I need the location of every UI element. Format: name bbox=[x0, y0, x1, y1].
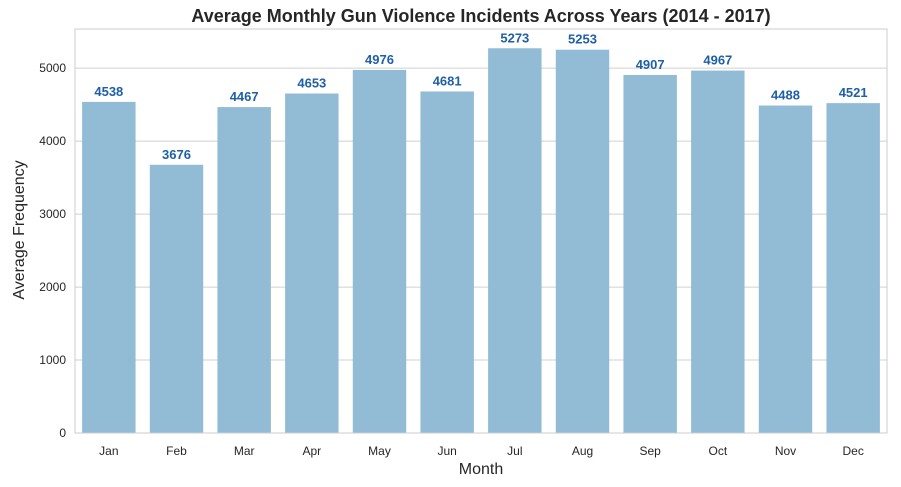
y-tick-label: 5000 bbox=[39, 61, 66, 75]
data-label-feb: 3676 bbox=[162, 147, 191, 162]
bar-mar bbox=[217, 107, 271, 433]
x-tick-label-nov: Nov bbox=[775, 444, 796, 458]
bar-oct bbox=[691, 70, 745, 434]
data-label-oct: 4967 bbox=[703, 53, 732, 68]
x-tick-label-jun: Jun bbox=[437, 444, 456, 458]
bar-apr bbox=[285, 93, 339, 433]
bars bbox=[82, 48, 880, 434]
bar-nov bbox=[758, 105, 813, 434]
x-tick-label-oct: Oct bbox=[708, 444, 727, 458]
data-label-apr: 4653 bbox=[297, 75, 326, 90]
data-label-mar: 4467 bbox=[230, 89, 259, 104]
bar-aug bbox=[555, 49, 610, 434]
x-tick-label-apr: Apr bbox=[302, 444, 321, 458]
y-axis-label: Average Frequency bbox=[11, 160, 28, 299]
y-tick-label: 2000 bbox=[39, 280, 66, 294]
y-axis-ticks: 0 1000 2000 3000 4000 5000 bbox=[39, 61, 66, 440]
x-tick-label-jul: Jul bbox=[507, 444, 522, 458]
x-tick-label-aug: Aug bbox=[572, 444, 593, 458]
x-tick-label-jan: Jan bbox=[99, 444, 118, 458]
data-labels: 4538 3676 4467 4653 4976 4681 5273 5253 4907 4967… bbox=[94, 30, 867, 162]
data-label-nov: 4488 bbox=[771, 88, 800, 103]
x-axis-ticks: Jan Feb Mar Apr May Jun Jul Aug Sep Oct Nov Dec bbox=[99, 444, 864, 458]
y-tick-label: 3000 bbox=[39, 207, 66, 221]
bar-jan bbox=[82, 101, 136, 433]
plot-frame bbox=[74, 28, 888, 434]
data-label-dec: 4521 bbox=[839, 85, 868, 100]
data-label-jan: 4538 bbox=[94, 84, 123, 99]
x-tick-label-feb: Feb bbox=[166, 444, 187, 458]
data-label-sep: 4907 bbox=[636, 57, 665, 72]
data-label-jul: 5273 bbox=[500, 30, 529, 45]
x-tick-label-may: May bbox=[368, 444, 391, 458]
bar-may bbox=[352, 69, 407, 434]
x-tick-label-dec: Dec bbox=[842, 444, 863, 458]
bar-feb bbox=[149, 164, 204, 433]
y-tick-label: 0 bbox=[59, 426, 66, 440]
chart-title: Average Monthly Gun Violence Incidents A… bbox=[191, 6, 770, 26]
data-label-may: 4976 bbox=[365, 52, 394, 67]
x-tick-label-mar: Mar bbox=[234, 444, 255, 458]
x-tick-label-sep: Sep bbox=[639, 444, 661, 458]
bar-sep bbox=[623, 74, 677, 433]
bar-jun bbox=[420, 91, 474, 434]
data-label-aug: 5253 bbox=[568, 32, 597, 47]
x-axis-label: Month bbox=[459, 461, 503, 478]
data-label-jun: 4681 bbox=[433, 73, 462, 88]
bar-dec bbox=[826, 103, 880, 434]
bar-jul bbox=[488, 48, 542, 433]
y-tick-label: 1000 bbox=[39, 353, 66, 367]
y-tick-label: 4000 bbox=[39, 134, 66, 148]
